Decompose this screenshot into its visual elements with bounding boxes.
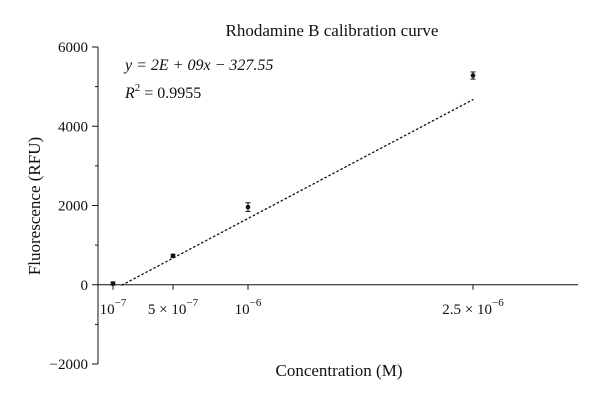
x-tick-exponent: −6 [492,297,504,309]
r-squared-value: = 0.9955 [140,85,201,102]
y-tick-label: 4000 [58,119,88,135]
x-tick-label: 2.5 × 10−6 [442,297,504,318]
chart-title: Rhodamine B calibration curve [226,21,439,40]
data-points [110,71,476,286]
x-tick-label: 10−6 [235,297,262,318]
r-squared-annotation: R2 = 0.9955 [124,82,201,102]
y-tick-label: 0 [81,278,89,294]
y-axis-label: Fluorescence (RFU) [25,137,44,275]
x-tick-exponent: −6 [250,297,262,309]
x-tick-exponent: −7 [186,297,198,309]
x-tick-base: 2.5 × 10 [442,302,492,318]
data-point [245,204,251,210]
data-point [470,73,476,78]
axes [92,46,578,365]
x-tick-base: 5 × 10 [148,302,186,318]
data-point [170,253,176,259]
y-tick-label: 6000 [58,40,88,56]
x-tick-base: 10 [100,302,115,318]
trendline [121,98,474,286]
x-axis-label: Concentration (M) [276,361,403,380]
regression-equation: y = 2E + 09x − 327.55 [123,57,273,74]
trendline-path [121,98,474,286]
x-tick-exponent: −7 [115,297,127,309]
data-point [110,281,116,286]
x-tick-base: 10 [235,302,250,318]
r-squared-exponent: 2 [135,82,141,94]
y-tick-label: 2000 [58,199,88,215]
r-squared-symbol: R [124,85,135,102]
x-tick-label: 5 × 10−7 [148,297,199,318]
x-tick-label: 10−7 [100,297,127,318]
y-tick-label: −2000 [50,357,88,373]
